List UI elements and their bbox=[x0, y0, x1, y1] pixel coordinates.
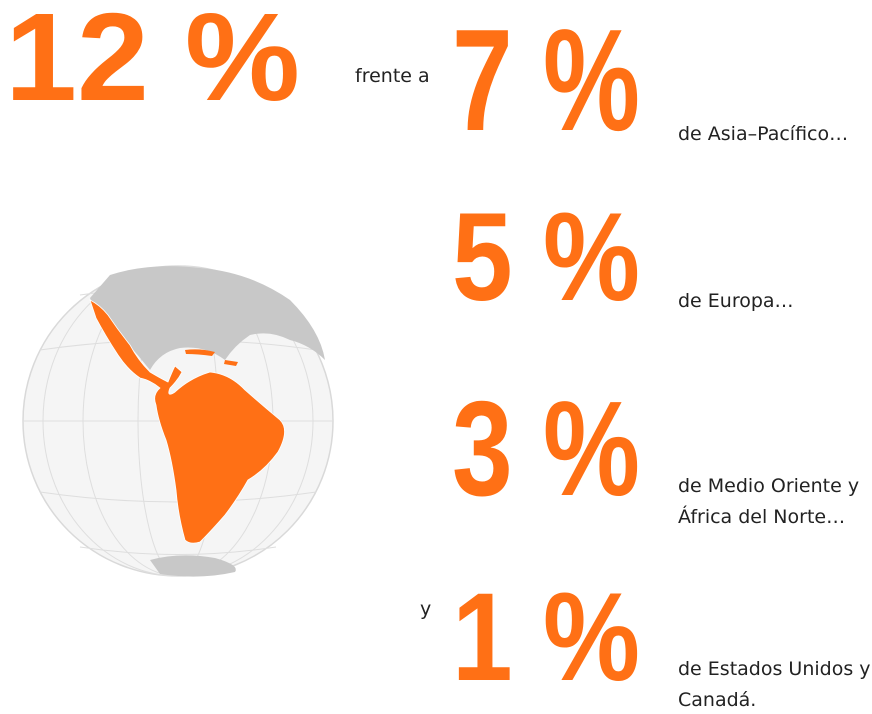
stat-label: de Europa… bbox=[678, 290, 794, 312]
stat-label: África del Norte… bbox=[678, 505, 845, 528]
stat-label: de Medio Oriente y bbox=[678, 475, 859, 497]
prefix: y bbox=[420, 598, 431, 620]
stat-label: de Asia–Pacífico… bbox=[678, 123, 848, 145]
globe bbox=[22, 265, 334, 577]
stat-label: Canadá. bbox=[678, 689, 756, 711]
headline-value: 12 % bbox=[5, 0, 300, 127]
stat-value: 5 % bbox=[452, 188, 640, 327]
stat-value: 3 % bbox=[452, 373, 640, 524]
stat-label: de Estados Unidos y bbox=[678, 658, 871, 680]
stat-value: 1 % bbox=[452, 568, 640, 707]
connector: frente a bbox=[355, 65, 430, 87]
stat-value: 7 % bbox=[452, 0, 640, 161]
